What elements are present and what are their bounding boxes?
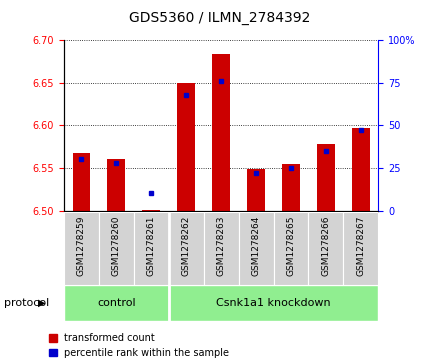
Text: Csnk1a1 knockdown: Csnk1a1 knockdown: [216, 298, 331, 308]
Bar: [143, 210, 160, 211]
Text: GDS5360 / ILMN_2784392: GDS5360 / ILMN_2784392: [129, 11, 311, 25]
Bar: [64, 285, 169, 321]
Text: GSM1278265: GSM1278265: [286, 216, 296, 277]
Bar: [247, 169, 265, 211]
Text: GSM1278259: GSM1278259: [77, 216, 86, 277]
Bar: [344, 212, 378, 285]
Text: control: control: [97, 298, 136, 308]
Bar: [238, 212, 274, 285]
Bar: [177, 82, 195, 211]
Text: GSM1278263: GSM1278263: [216, 216, 226, 277]
Bar: [282, 164, 300, 211]
Text: GSM1278261: GSM1278261: [147, 216, 156, 277]
Bar: [107, 159, 125, 211]
Bar: [308, 212, 344, 285]
Bar: [169, 285, 378, 321]
Legend: transformed count, percentile rank within the sample: transformed count, percentile rank withi…: [49, 333, 229, 358]
Bar: [99, 212, 134, 285]
Bar: [352, 128, 370, 211]
Bar: [169, 212, 204, 285]
Bar: [204, 212, 238, 285]
Bar: [213, 54, 230, 211]
Text: ▶: ▶: [38, 298, 46, 308]
Bar: [317, 144, 335, 211]
Text: GSM1278262: GSM1278262: [182, 216, 191, 276]
Text: GSM1278266: GSM1278266: [322, 216, 330, 277]
Bar: [64, 212, 99, 285]
Text: GSM1278264: GSM1278264: [252, 216, 260, 276]
Text: GSM1278267: GSM1278267: [356, 216, 366, 277]
Bar: [134, 212, 169, 285]
Text: protocol: protocol: [4, 298, 50, 308]
Bar: [274, 212, 308, 285]
Bar: [73, 152, 90, 211]
Text: GSM1278260: GSM1278260: [112, 216, 121, 277]
